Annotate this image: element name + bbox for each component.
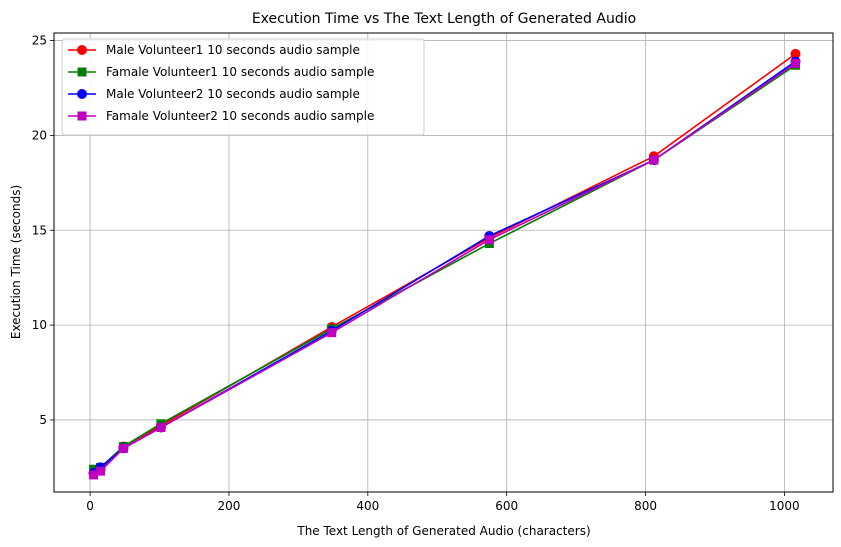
- data-point: [484, 235, 494, 245]
- x-tick-label: 200: [218, 499, 241, 513]
- x-tick-label: 400: [356, 499, 379, 513]
- data-point: [327, 328, 337, 338]
- y-tick-label: 25: [32, 34, 47, 48]
- legend-marker: [77, 89, 87, 99]
- legend-label: Famale Volunteer2 10 seconds audio sampl…: [106, 109, 374, 123]
- legend-marker: [77, 45, 87, 55]
- legend: Male Volunteer1 10 seconds audio sample F…: [61, 38, 425, 136]
- x-axis-label: The Text Length of Generated Audio (char…: [296, 524, 590, 538]
- data-point: [96, 466, 106, 476]
- legend-label: Famale Volunteer1 10 seconds audio sampl…: [106, 65, 374, 79]
- legend-item: Male Volunteer2 10 seconds audio sample: [68, 87, 360, 101]
- legend-marker: [77, 111, 87, 121]
- y-tick-label: 15: [32, 223, 47, 237]
- legend-item: Famale Volunteer2 10 seconds audio sampl…: [68, 109, 374, 123]
- legend-item: Famale Volunteer1 10 seconds audio sampl…: [68, 65, 374, 79]
- legend-marker: [77, 67, 87, 77]
- legend-box: [61, 38, 425, 136]
- y-tick-label: 10: [32, 318, 47, 332]
- x-tick-label: 600: [495, 499, 518, 513]
- axes-frame: [53, 32, 834, 493]
- y-tick-label: 5: [39, 413, 47, 427]
- x-tick-label: 0: [86, 499, 94, 513]
- series-4: [89, 58, 801, 480]
- data-point: [791, 58, 801, 68]
- x-tick-label: 800: [634, 499, 657, 513]
- data-point: [649, 155, 659, 165]
- y-tick-label: 20: [32, 128, 47, 142]
- y-axis-label: Execution Time (seconds): [9, 185, 23, 339]
- ticks: 0 200 400 600 800 1000 5 10 15 20 25: [32, 34, 800, 513]
- data-point: [118, 443, 128, 453]
- x-tick-label: 1000: [769, 499, 800, 513]
- series-layer: [88, 48, 801, 480]
- data-point: [156, 423, 166, 433]
- legend-label: Male Volunteer1 10 seconds audio sample: [106, 43, 360, 57]
- legend-item: Male Volunteer1 10 seconds audio sample: [68, 43, 360, 57]
- chart-title: Execution Time vs The Text Length of Gen…: [252, 11, 636, 27]
- legend-label: Male Volunteer2 10 seconds audio sample: [106, 87, 360, 101]
